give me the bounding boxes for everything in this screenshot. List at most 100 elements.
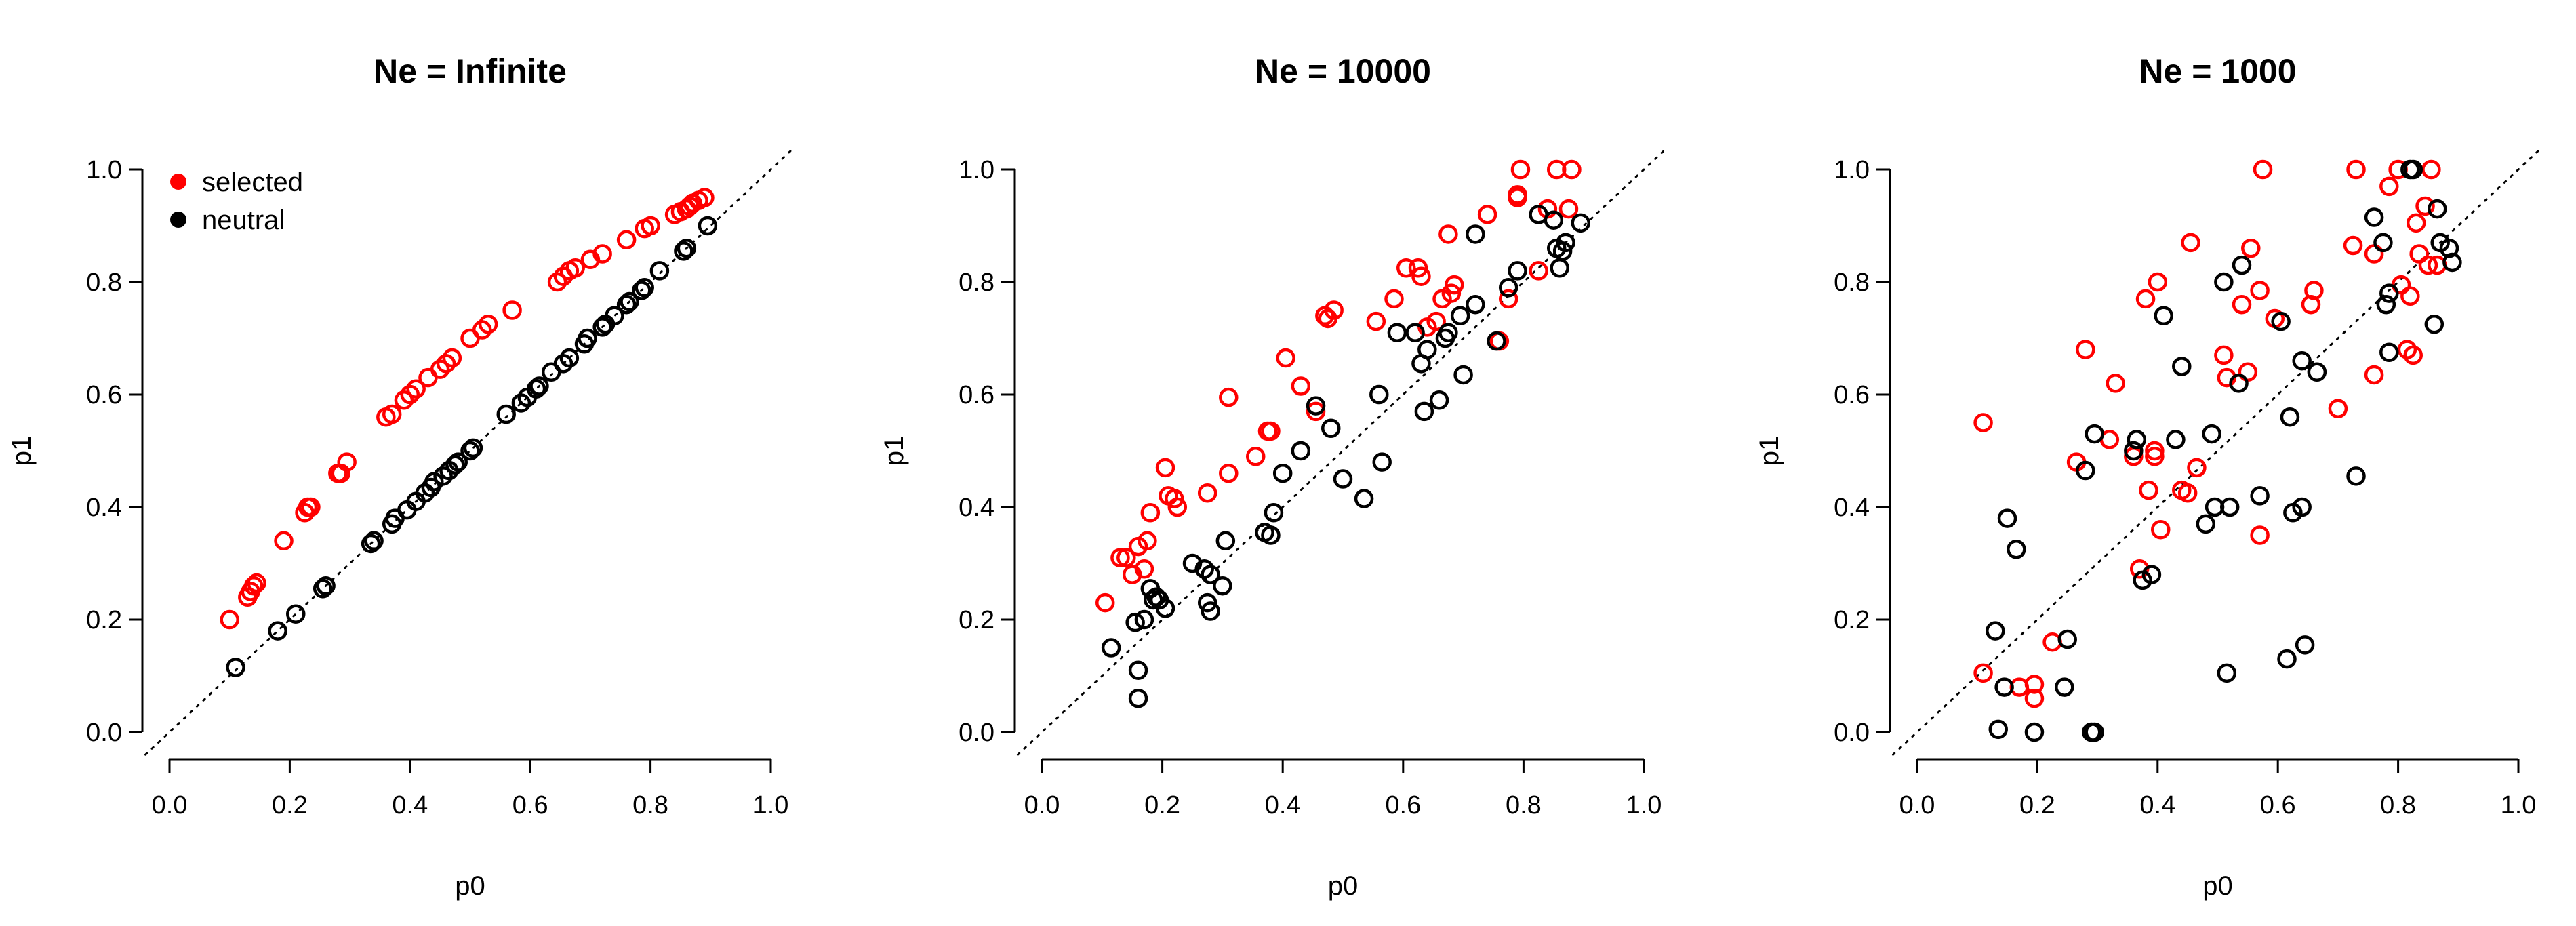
point-neutral xyxy=(1321,418,1341,439)
point-neutral xyxy=(2141,565,2162,584)
point-neutral xyxy=(2364,207,2384,227)
point-selected xyxy=(1140,503,1161,523)
series-neutral xyxy=(1986,159,2462,742)
point-selected xyxy=(2406,213,2426,233)
point-selected xyxy=(2145,441,2165,461)
point-neutral xyxy=(1450,306,1470,326)
point-neutral xyxy=(496,404,516,424)
point-neutral xyxy=(2007,540,2026,559)
point-neutral xyxy=(649,261,670,281)
y-tick-label: 1.0 xyxy=(86,156,122,184)
point-selected xyxy=(1562,159,1582,180)
point-neutral xyxy=(460,441,480,461)
point-selected xyxy=(641,216,660,236)
point-selected xyxy=(1384,289,1404,309)
point-selected xyxy=(2346,159,2366,180)
point-neutral xyxy=(1986,621,2005,641)
y-tick-label: 0.8 xyxy=(1834,268,1870,297)
point-neutral xyxy=(1155,599,1175,618)
point-selected xyxy=(592,244,612,264)
point-neutral xyxy=(605,306,624,326)
point-neutral xyxy=(1556,233,1575,253)
y-tick-label: 1.0 xyxy=(1834,156,1870,184)
point-selected xyxy=(274,531,294,551)
panel-title: Ne = 10000 xyxy=(1255,52,1431,90)
point-selected xyxy=(1558,199,1579,219)
point-neutral xyxy=(1264,503,1284,523)
point-neutral xyxy=(2379,342,2399,362)
point-selected xyxy=(2364,244,2384,264)
point-neutral xyxy=(2346,466,2366,486)
point-selected xyxy=(502,300,522,320)
point-neutral xyxy=(1438,323,1458,342)
point-selected xyxy=(2421,159,2441,180)
point-selected xyxy=(472,320,492,340)
point-neutral xyxy=(1372,452,1392,472)
point-selected xyxy=(2076,340,2095,359)
point-selected xyxy=(2328,399,2348,418)
point-neutral xyxy=(1417,340,1437,359)
point-selected xyxy=(1510,159,1531,180)
y-tick-label: 1.0 xyxy=(959,156,994,184)
point-neutral xyxy=(2403,159,2423,180)
point-neutral xyxy=(2154,306,2173,326)
point-neutral xyxy=(445,455,465,475)
point-neutral xyxy=(635,278,654,298)
point-selected xyxy=(2304,281,2324,300)
point-neutral xyxy=(2424,315,2444,334)
legend-marker-neutral xyxy=(170,212,186,228)
point-neutral xyxy=(316,576,336,596)
point-selected xyxy=(1441,283,1462,303)
point-selected xyxy=(243,576,264,596)
point-neutral xyxy=(433,466,453,486)
y-tick-label: 0.0 xyxy=(959,719,994,747)
x-tick-label: 0.8 xyxy=(2380,791,2416,820)
x-tick-label: 1.0 xyxy=(753,791,789,820)
y-tick-label: 0.6 xyxy=(959,381,994,409)
panel-title: Ne = Infinite xyxy=(374,52,567,90)
point-selected xyxy=(1291,376,1311,396)
panel-title: Ne = 1000 xyxy=(2139,52,2296,90)
point-neutral xyxy=(1571,213,1591,233)
point-neutral xyxy=(1101,638,1121,658)
point-selected xyxy=(436,354,456,374)
y-tick-label: 0.4 xyxy=(959,494,994,522)
point-selected xyxy=(547,272,567,292)
point-selected xyxy=(220,609,239,630)
point-selected xyxy=(478,315,498,334)
series-selected xyxy=(220,188,715,630)
point-neutral xyxy=(2292,350,2312,371)
point-selected xyxy=(2379,176,2399,197)
point-selected xyxy=(2135,289,2156,309)
reference-line xyxy=(1892,146,2543,756)
point-selected xyxy=(1508,188,1527,207)
point-selected xyxy=(1245,447,1266,466)
point-selected xyxy=(2232,294,2252,315)
series-neutral xyxy=(226,216,718,677)
point-neutral xyxy=(1333,469,1353,489)
point-neutral xyxy=(2085,722,2104,742)
y-axis-label: p1 xyxy=(1754,436,1784,466)
point-neutral xyxy=(2085,424,2104,444)
point-selected xyxy=(1276,348,1295,368)
panel-2: Ne = 10000 0.0 0.2 0.4 0.6 0.8 1.0 p0 0.0 0.2 0.4 0… xyxy=(879,52,1670,901)
point-neutral xyxy=(1466,224,1485,244)
point-neutral xyxy=(448,452,468,472)
x-tick-label: 0.6 xyxy=(512,791,548,820)
point-neutral xyxy=(1197,592,1217,613)
x-tick-label: 0.8 xyxy=(1506,791,1542,820)
x-tick-label: 0.2 xyxy=(1144,791,1180,820)
x-tick-label: 1.0 xyxy=(1626,791,1662,820)
x-axis-label: p0 xyxy=(2202,871,2233,901)
point-selected xyxy=(1095,592,1115,613)
point-selected xyxy=(1219,387,1239,407)
point-neutral xyxy=(620,291,639,312)
point-selected xyxy=(2106,374,2125,393)
point-selected xyxy=(1165,489,1184,508)
point-neutral xyxy=(2232,255,2252,275)
point-neutral xyxy=(1387,323,1407,342)
point-neutral xyxy=(2373,233,2393,253)
x-tick-label: 0.4 xyxy=(2139,791,2175,820)
point-selected xyxy=(1167,497,1188,517)
point-selected xyxy=(2148,272,2168,292)
